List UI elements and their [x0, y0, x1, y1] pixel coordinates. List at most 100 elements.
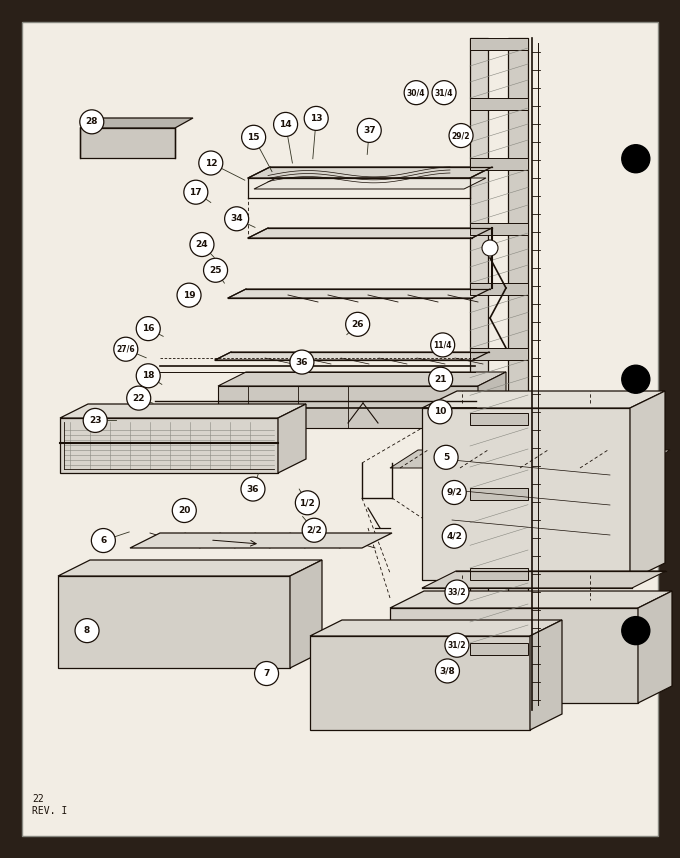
Text: 30/4: 30/4	[407, 88, 426, 97]
Text: 9/2: 9/2	[446, 488, 462, 497]
Circle shape	[75, 619, 99, 643]
Polygon shape	[310, 636, 530, 730]
Text: 12: 12	[205, 159, 217, 167]
Polygon shape	[215, 352, 489, 360]
Text: 5: 5	[443, 453, 449, 462]
Polygon shape	[390, 591, 672, 608]
Polygon shape	[470, 568, 528, 580]
Text: 36: 36	[247, 485, 259, 493]
Polygon shape	[228, 289, 490, 298]
Text: 11/4: 11/4	[433, 341, 452, 349]
Polygon shape	[248, 167, 492, 178]
Circle shape	[442, 524, 466, 548]
Polygon shape	[58, 560, 322, 576]
Circle shape	[80, 110, 104, 134]
Polygon shape	[390, 450, 670, 468]
Text: 23: 23	[89, 416, 101, 425]
Polygon shape	[248, 228, 492, 238]
Polygon shape	[638, 591, 672, 703]
Circle shape	[430, 333, 455, 357]
Circle shape	[435, 659, 460, 683]
Circle shape	[445, 580, 469, 604]
Circle shape	[295, 491, 320, 515]
Polygon shape	[470, 283, 528, 295]
Polygon shape	[470, 643, 528, 655]
Circle shape	[177, 283, 201, 307]
Circle shape	[190, 233, 214, 257]
Text: 14: 14	[279, 120, 292, 129]
Circle shape	[199, 151, 223, 175]
Circle shape	[290, 350, 314, 374]
Text: 29/2: 29/2	[452, 131, 471, 140]
Text: 22: 22	[133, 394, 145, 402]
Circle shape	[622, 145, 650, 172]
Circle shape	[434, 445, 458, 469]
Polygon shape	[130, 533, 392, 548]
Circle shape	[357, 118, 381, 142]
Text: 25: 25	[209, 266, 222, 275]
Circle shape	[428, 400, 452, 424]
Text: 37: 37	[363, 126, 375, 135]
Polygon shape	[470, 98, 528, 110]
Circle shape	[302, 518, 326, 542]
Polygon shape	[470, 413, 528, 425]
Circle shape	[404, 81, 428, 105]
Polygon shape	[58, 576, 290, 668]
Circle shape	[203, 258, 228, 282]
Polygon shape	[470, 348, 528, 360]
Circle shape	[442, 480, 466, 505]
Polygon shape	[60, 418, 278, 473]
Circle shape	[83, 408, 107, 432]
Circle shape	[622, 617, 650, 644]
Polygon shape	[470, 488, 528, 500]
Text: 31/4: 31/4	[435, 88, 454, 97]
Text: 3/8: 3/8	[439, 667, 456, 675]
Circle shape	[622, 366, 650, 393]
Polygon shape	[508, 38, 528, 710]
Circle shape	[184, 180, 208, 204]
Circle shape	[114, 337, 138, 361]
Text: 33/2: 33/2	[447, 588, 466, 596]
Text: 16: 16	[142, 324, 154, 333]
Text: 10: 10	[434, 408, 446, 416]
Text: 8: 8	[84, 626, 90, 635]
Polygon shape	[290, 560, 322, 668]
Text: 1/2: 1/2	[299, 498, 316, 507]
Polygon shape	[470, 223, 528, 235]
Polygon shape	[470, 158, 528, 170]
Text: 36: 36	[296, 358, 308, 366]
Polygon shape	[80, 118, 193, 128]
Polygon shape	[422, 408, 630, 580]
Circle shape	[91, 529, 116, 553]
Circle shape	[445, 633, 469, 657]
Circle shape	[241, 477, 265, 501]
Circle shape	[449, 124, 473, 148]
Text: 20: 20	[178, 506, 190, 515]
Text: 18: 18	[142, 372, 154, 380]
Circle shape	[136, 317, 160, 341]
Circle shape	[224, 207, 249, 231]
Polygon shape	[470, 38, 528, 50]
Text: 26: 26	[352, 320, 364, 329]
Polygon shape	[254, 178, 486, 189]
Polygon shape	[60, 404, 306, 418]
Polygon shape	[218, 372, 506, 386]
Polygon shape	[278, 404, 306, 473]
Text: 13: 13	[310, 114, 322, 123]
Polygon shape	[530, 620, 562, 730]
Text: 27/6: 27/6	[116, 345, 135, 353]
Polygon shape	[422, 571, 666, 588]
Circle shape	[172, 498, 197, 523]
Polygon shape	[80, 128, 175, 158]
Text: 28: 28	[86, 118, 98, 126]
Circle shape	[304, 106, 328, 130]
Polygon shape	[390, 608, 638, 703]
Circle shape	[428, 367, 453, 391]
Text: 2/2: 2/2	[306, 526, 322, 535]
Polygon shape	[470, 38, 488, 710]
Circle shape	[345, 312, 370, 336]
Text: 34: 34	[231, 214, 243, 223]
Circle shape	[273, 112, 298, 136]
Polygon shape	[630, 391, 665, 580]
Polygon shape	[422, 391, 665, 408]
